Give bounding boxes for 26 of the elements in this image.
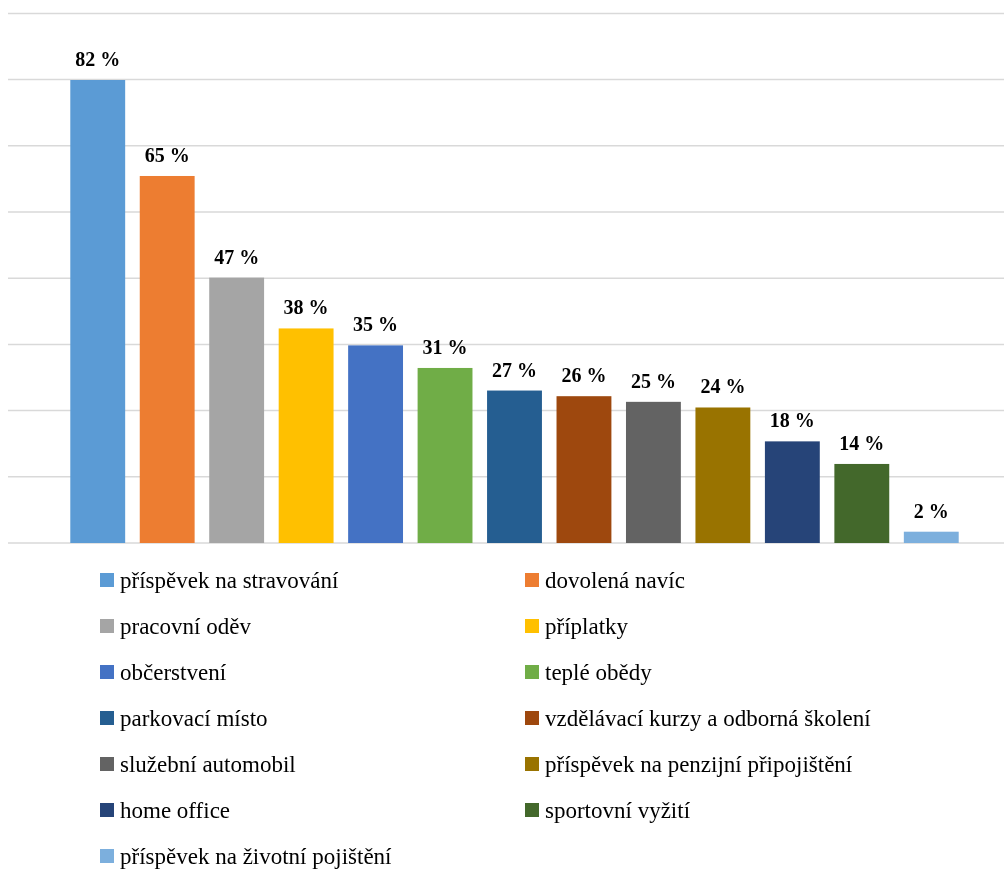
legend-label: příspěvek na životní pojištění [120,844,393,870]
data-label: 82 % [75,48,121,70]
data-label: 47 % [214,245,260,268]
legend-label: home office [120,798,231,824]
legend-label: služební automobil [120,752,296,778]
legend-label: občerstvení [120,660,227,686]
data-label: 2 % [913,499,949,522]
data-label: 14 % [839,431,885,454]
legend-label: pracovní oděv [120,614,252,640]
data-label: 24 % [700,375,746,398]
data-label: 35 % [353,313,399,336]
legend-label: vzdělávací kurzy a odborná školení [545,706,872,732]
data-label: 31 % [422,335,468,358]
data-label: 26 % [561,364,607,387]
data-label: 38 % [283,296,329,319]
legend-label: příplatky [545,614,629,640]
data-label: 25 % [630,369,676,392]
data-label: 18 % [769,409,815,432]
legend-label: dovolená navíc [545,568,685,594]
legend-label: parkovací místo [120,706,268,732]
legend-label: příspěvek na penzijní připojištění [545,752,853,778]
data-label: 65 % [144,143,190,166]
legend-label: teplé obědy [545,660,653,686]
legend-label: sportovní vyžití [545,798,691,824]
legend-label: příspěvek na stravování [120,568,340,594]
data-label: 27 % [492,358,537,381]
